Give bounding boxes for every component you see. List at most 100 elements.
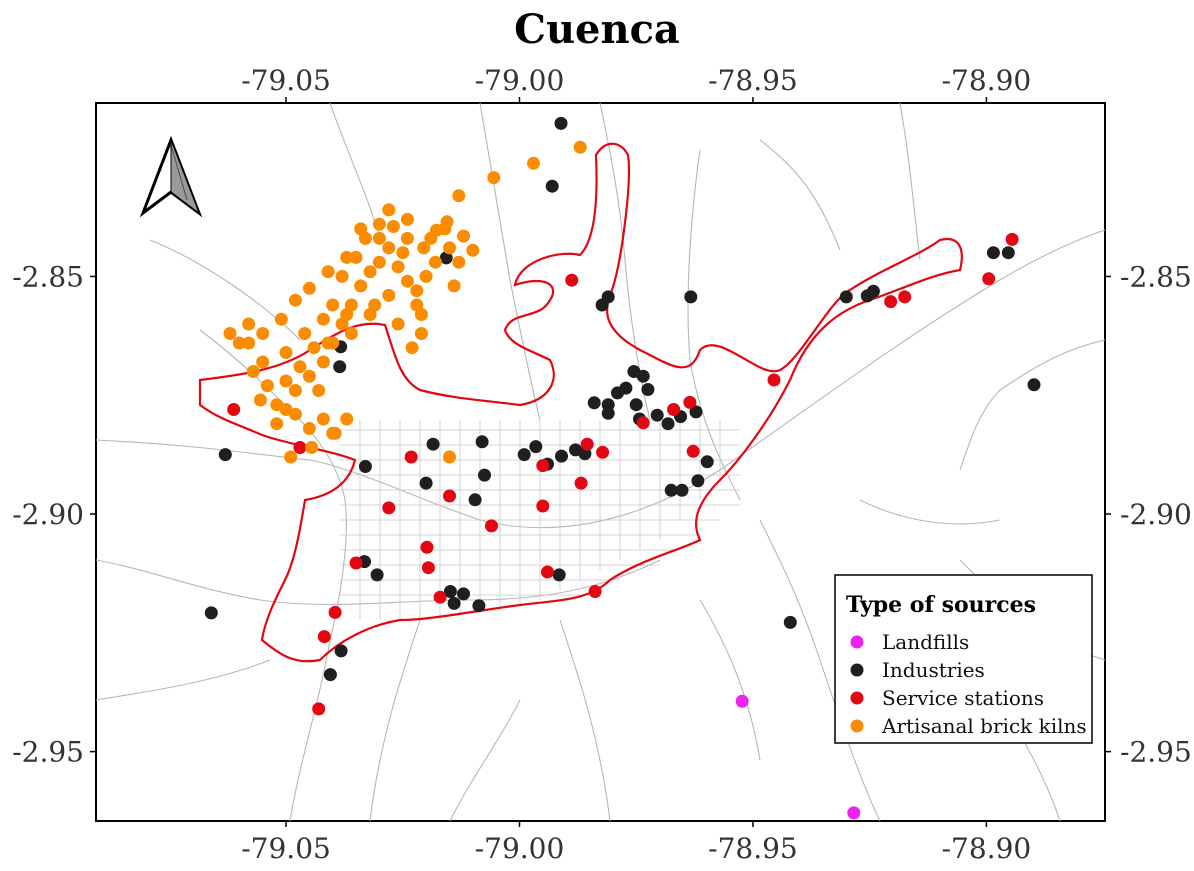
service-stations-point	[580, 437, 594, 451]
artisanal-brick-kilns-point	[256, 327, 270, 340]
artisanal-brick-kilns-point	[382, 203, 396, 217]
artisanal-brick-kilns-point	[307, 341, 321, 355]
artisanal-brick-kilns-point	[396, 246, 410, 260]
artisanal-brick-kilns-point	[260, 379, 274, 393]
artisanal-brick-kilns-point	[410, 298, 424, 312]
service-stations-point	[421, 561, 435, 575]
service-stations-point	[328, 605, 342, 619]
service-stations-point	[596, 445, 610, 459]
artisanal-brick-kilns-point	[293, 360, 307, 374]
artisanal-brick-kilns-point	[302, 281, 316, 295]
service-stations-point	[312, 702, 326, 716]
service-stations-point	[588, 585, 602, 598]
industries-point	[334, 644, 348, 658]
industries-point	[529, 440, 543, 454]
service-stations-point	[1005, 232, 1019, 246]
artisanal-brick-kilns-point	[443, 241, 456, 255]
artisanal-brick-kilns-point	[400, 231, 414, 245]
service-stations-point	[293, 441, 307, 454]
service-stations-point	[485, 519, 498, 533]
map-title: Cuenca	[514, 6, 680, 53]
service-stations-point	[667, 403, 681, 416]
artisanal-brick-kilns-point	[400, 274, 414, 288]
y-tick-label-right: -2.85	[1120, 260, 1192, 293]
industries-point	[468, 493, 482, 507]
artisanal-brick-kilns-point	[457, 229, 470, 243]
industries-point	[664, 483, 678, 497]
artisanal-brick-kilns-point	[447, 279, 461, 293]
artisanal-brick-kilns-point	[253, 393, 267, 407]
artisanal-brick-kilns-point	[246, 365, 260, 378]
artisanal-brick-kilns-point	[256, 355, 270, 369]
artisanal-brick-kilns-point	[326, 426, 340, 440]
industries-point	[641, 383, 655, 396]
artisanal-brick-kilns-point	[242, 336, 256, 350]
y-tick-label-right: -2.90	[1120, 498, 1192, 531]
artisanal-brick-kilns-point	[410, 284, 424, 298]
industries-point	[419, 476, 433, 490]
legend-title: Type of sources	[846, 592, 1036, 618]
legend-item: Landfills	[850, 630, 969, 654]
artisanal-brick-kilns-point	[335, 269, 349, 283]
legend-label: Industries	[882, 658, 985, 682]
y-tick-label-left: -2.85	[12, 260, 84, 293]
x-tick-label-top: -79.05	[241, 64, 331, 97]
industries-point	[426, 437, 440, 451]
y-tick-label-left: -2.90	[12, 498, 84, 531]
service-stations-point	[443, 489, 456, 503]
industries-point	[650, 408, 664, 422]
industries-point	[661, 417, 675, 431]
x-tick-label-bottom: -79.00	[475, 832, 565, 865]
service-stations-point	[227, 403, 241, 416]
artisanal-brick-kilns-point	[487, 171, 501, 185]
x-tick-label-top: -78.95	[708, 64, 798, 97]
artisanal-brick-kilns-point	[316, 412, 330, 426]
artisanal-brick-kilns-point	[284, 450, 298, 464]
artisanal-brick-kilns-point	[382, 288, 396, 302]
artisanal-brick-kilns-point	[344, 327, 358, 340]
artisanal-brick-kilns-point	[298, 327, 312, 340]
industries-point	[478, 468, 491, 482]
artisanal-brick-kilns-point	[438, 222, 452, 236]
artisanal-brick-kilns-point	[349, 250, 363, 264]
industries-point	[472, 599, 486, 613]
service-stations-point	[686, 444, 700, 458]
legend-swatch	[850, 635, 864, 649]
industries-point	[552, 568, 566, 582]
industries-point	[700, 455, 714, 469]
artisanal-brick-kilns-point	[391, 317, 405, 331]
industries-point	[839, 290, 853, 304]
artisanal-brick-kilns-point	[279, 346, 293, 359]
legend-swatch	[850, 663, 864, 677]
industries-point	[218, 448, 232, 462]
industries-point	[443, 585, 457, 598]
industries-point	[783, 615, 797, 629]
service-stations-point	[636, 416, 650, 430]
service-stations-point	[349, 556, 363, 570]
legend-box	[834, 574, 1093, 744]
artisanal-brick-kilns-point	[326, 298, 340, 312]
landfills-point	[847, 806, 861, 820]
legend-item: Industries	[850, 658, 985, 682]
service-stations-point	[898, 290, 912, 304]
city-boundary	[198, 142, 963, 663]
service-stations-point	[382, 501, 396, 515]
x-tick-label-bottom: -78.90	[942, 832, 1032, 865]
artisanal-brick-kilns-point	[414, 327, 428, 340]
industries-point	[370, 568, 384, 582]
service-stations-point	[541, 565, 554, 579]
artisanal-brick-kilns-point	[368, 298, 382, 312]
industries-point	[447, 596, 461, 610]
artisanal-brick-kilns-point	[400, 212, 414, 226]
artisanal-brick-kilns-point	[340, 250, 354, 264]
industries-point	[1027, 378, 1041, 392]
artisanal-brick-kilns-point	[305, 441, 319, 454]
artisanal-brick-kilns-point	[274, 312, 288, 326]
y-tick-label-left: -2.95	[12, 736, 84, 769]
industries-point	[555, 449, 568, 463]
industries-point	[636, 369, 650, 383]
industries-point	[691, 474, 705, 488]
industries-point	[866, 284, 880, 298]
artisanal-brick-kilns-point	[405, 341, 419, 355]
service-stations-point	[884, 295, 898, 309]
